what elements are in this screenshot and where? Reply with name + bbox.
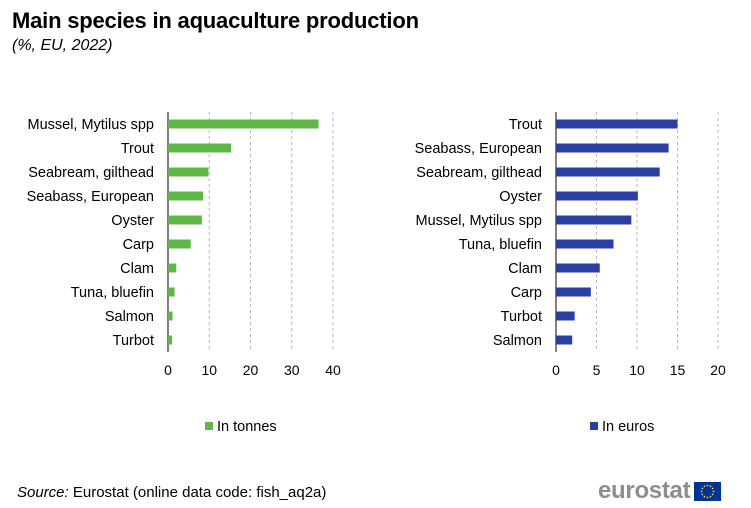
tonnes-bar (168, 143, 232, 153)
tonnes-bar (168, 215, 202, 225)
tonnes-bar (168, 263, 177, 273)
chart-subtitle: (%, EU, 2022) (12, 37, 113, 54)
tonnes-category-label: Turbot (113, 333, 154, 349)
tonnes-bar (168, 311, 173, 321)
tonnes-category-label: Tuna, bluefin (71, 285, 154, 301)
source-note: Source: Eurostat (online data code: fish… (17, 484, 326, 501)
euros-category-label: Turbot (501, 309, 542, 325)
chart-title: Main species in aquaculture production (12, 8, 419, 33)
tonnes-bar (168, 239, 191, 249)
tonnes-bar (168, 119, 319, 129)
tonnes-bar (168, 335, 173, 345)
flag-star (712, 493, 714, 495)
euros-bar (556, 215, 632, 225)
euros-bar (556, 239, 614, 249)
euros-tick-label: 15 (670, 362, 686, 378)
tonnes-category-label: Mussel, Mytilus spp (27, 117, 154, 133)
tonnes-category-label: Carp (123, 237, 154, 253)
tonnes-bar (168, 287, 175, 297)
tonnes-category-label: Trout (121, 141, 154, 157)
tonnes-category-label: Seabream, gilthead (28, 165, 154, 181)
euros-tick-label: 10 (629, 362, 645, 378)
euros-bar (556, 335, 573, 345)
flag-star (712, 490, 715, 492)
euros-category-label: Clam (508, 261, 542, 277)
flag-star (709, 495, 712, 498)
tonnes-category-label: Salmon (105, 309, 154, 325)
euros-tick-label: 0 (552, 362, 560, 378)
tonnes-category-label: Clam (120, 261, 154, 277)
euros-legend-label: In euros (602, 419, 654, 435)
euros-category-label: Seabass, European (415, 141, 542, 157)
flag-star (706, 496, 709, 498)
tonnes-bar (168, 191, 204, 201)
euros-bar (556, 143, 669, 153)
tonnes-tick-label: 0 (164, 362, 172, 378)
flag-star (701, 487, 704, 489)
flag-star (700, 490, 703, 492)
flag-star (712, 487, 714, 489)
flag-star (703, 484, 706, 487)
euros-chart: 0 5 10 15 20 Trout Seabass, European Seabream, … (415, 112, 726, 435)
euros-bar (556, 287, 591, 297)
source-label: Source: (17, 484, 69, 501)
euros-category-label: Seabream, gilthead (416, 165, 542, 181)
euros-bar (556, 191, 638, 201)
euros-tick-label: 5 (593, 362, 601, 378)
flag-star (703, 495, 706, 498)
eu-flag-icon (694, 481, 722, 501)
tonnes-category-label: Oyster (111, 213, 154, 229)
tonnes-tick-label: 20 (243, 362, 259, 378)
eurostat-logo: eurostat (598, 477, 722, 504)
tonnes-category-label: Seabass, European (27, 189, 154, 205)
source-text: Eurostat (online data code: fish_aq2a) (68, 484, 327, 501)
tonnes-bar (168, 167, 209, 177)
flag-star (709, 484, 712, 487)
euros-category-label: Salmon (493, 333, 542, 349)
euros-category-label: Oyster (499, 189, 542, 205)
eurostat-logo-text: eurostat (598, 477, 691, 504)
euros-category-label: Mussel, Mytilus spp (415, 213, 542, 229)
flag-star (701, 493, 704, 495)
euros-bar (556, 263, 600, 273)
flag-star (706, 484, 709, 486)
tonnes-chart: 0 10 20 30 40 Mussel, Mytilus spp Trout Seabrea… (27, 112, 341, 435)
euros-bar (556, 167, 660, 177)
charts-canvas: 0 10 20 30 40 Mussel, Mytilus spp Trout Seabrea… (27, 112, 726, 435)
euros-tick-label: 20 (710, 362, 726, 378)
euros-category-label: Carp (511, 285, 542, 301)
tonnes-tick-label: 30 (284, 362, 300, 378)
euros-category-label: Tuna, bluefin (459, 237, 542, 253)
euros-category-label: Trout (509, 117, 542, 133)
euros-bar (556, 311, 575, 321)
euros-bar (556, 119, 678, 129)
tonnes-legend-label: In tonnes (217, 419, 277, 435)
tonnes-tick-label: 10 (201, 362, 217, 378)
tonnes-tick-label: 40 (325, 362, 341, 378)
tonnes-legend-swatch (205, 422, 213, 430)
euros-legend-swatch (590, 422, 598, 430)
